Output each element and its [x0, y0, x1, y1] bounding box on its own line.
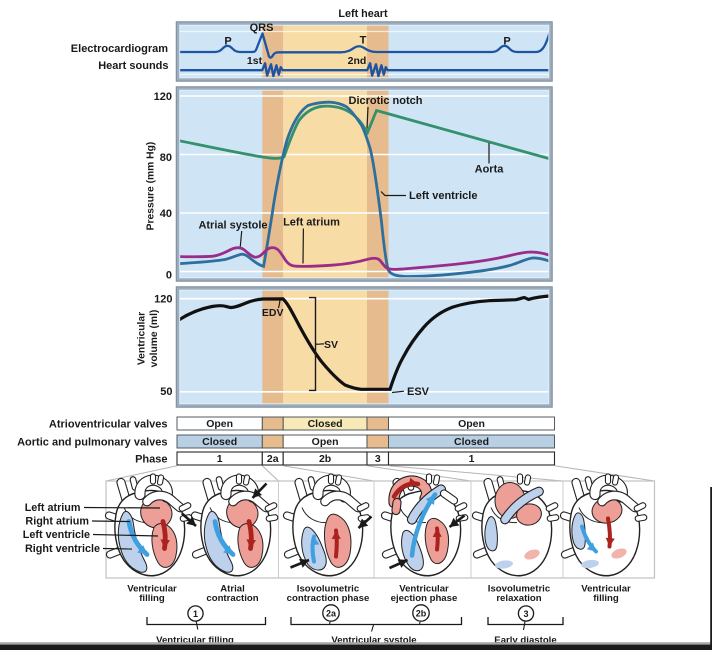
- svg-text:120: 120: [154, 91, 172, 103]
- svg-text:0: 0: [166, 270, 172, 282]
- svg-text:Atrial: Atrial: [220, 583, 245, 594]
- svg-text:40: 40: [160, 208, 172, 220]
- svg-text:2b: 2b: [319, 453, 331, 465]
- svg-text:1: 1: [193, 609, 198, 619]
- svg-text:2b: 2b: [416, 609, 427, 619]
- svg-text:Electrocardiogram: Electrocardiogram: [71, 43, 168, 55]
- svg-text:Open: Open: [206, 418, 233, 430]
- svg-text:Ventricular: Ventricular: [137, 312, 148, 365]
- svg-text:ESV: ESV: [407, 386, 430, 398]
- svg-text:Ventricular: Ventricular: [399, 583, 449, 594]
- svg-text:T: T: [360, 35, 367, 47]
- svg-text:Dicrotic notch: Dicrotic notch: [349, 95, 423, 107]
- svg-text:Left ventricle: Left ventricle: [23, 529, 90, 541]
- svg-text:ejection phase: ejection phase: [391, 593, 458, 604]
- svg-text:Atrioventricular valves: Atrioventricular valves: [49, 419, 168, 431]
- svg-text:2a: 2a: [267, 453, 279, 465]
- svg-text:contraction phase: contraction phase: [287, 593, 370, 604]
- svg-text:3: 3: [375, 453, 381, 465]
- svg-text:Atrial systole: Atrial systole: [198, 220, 267, 232]
- svg-text:Right ventricle: Right ventricle: [25, 543, 100, 555]
- svg-text:Ventricular: Ventricular: [581, 583, 631, 594]
- svg-text:Left atrium: Left atrium: [283, 217, 340, 229]
- svg-text:Closed: Closed: [308, 418, 343, 430]
- svg-text:Left heart: Left heart: [338, 8, 388, 20]
- svg-text:QRS: QRS: [250, 22, 274, 34]
- svg-text:Aortic and pulmonary valves: Aortic and pulmonary valves: [17, 437, 167, 449]
- svg-text:volume (ml): volume (ml): [149, 310, 160, 368]
- svg-text:P: P: [224, 36, 231, 48]
- svg-text:Aorta: Aorta: [475, 164, 505, 176]
- svg-text:Heart sounds: Heart sounds: [98, 60, 168, 72]
- svg-text:Pressure (mm Hg): Pressure (mm Hg): [146, 142, 157, 231]
- svg-text:Isovolumetric: Isovolumetric: [488, 583, 551, 594]
- svg-text:50: 50: [160, 386, 172, 398]
- svg-text:filling: filling: [593, 593, 619, 604]
- svg-text:EDV: EDV: [262, 307, 284, 319]
- svg-text:Ventricular filling: Ventricular filling: [156, 635, 234, 646]
- svg-text:2a: 2a: [326, 609, 337, 619]
- svg-text:Open: Open: [312, 436, 339, 448]
- svg-text:filling: filling: [139, 593, 165, 604]
- svg-text:80: 80: [160, 152, 172, 164]
- svg-text:1st: 1st: [247, 55, 263, 67]
- svg-text:Phase: Phase: [135, 454, 167, 466]
- svg-text:Closed: Closed: [454, 436, 489, 448]
- svg-text:2nd: 2nd: [348, 55, 367, 67]
- svg-text:1: 1: [469, 453, 475, 465]
- svg-text:Ventricular: Ventricular: [127, 583, 177, 594]
- svg-text:Isovolumetric: Isovolumetric: [297, 583, 360, 594]
- svg-text:Ventricular systole: Ventricular systole: [331, 635, 416, 646]
- svg-text:relaxation: relaxation: [496, 593, 541, 604]
- svg-text:Open: Open: [458, 418, 485, 430]
- svg-text:120: 120: [154, 294, 172, 306]
- svg-text:3: 3: [523, 609, 528, 619]
- svg-text:contraction: contraction: [206, 593, 258, 604]
- svg-text:Early diastole: Early diastole: [494, 635, 556, 646]
- svg-text:Right atrium: Right atrium: [25, 516, 89, 528]
- svg-text:Closed: Closed: [202, 436, 237, 448]
- svg-text:1: 1: [217, 453, 223, 465]
- svg-text:P: P: [503, 36, 510, 48]
- svg-text:SV: SV: [324, 339, 338, 351]
- svg-text:Left atrium: Left atrium: [25, 502, 81, 514]
- svg-text:Left ventricle: Left ventricle: [409, 190, 477, 202]
